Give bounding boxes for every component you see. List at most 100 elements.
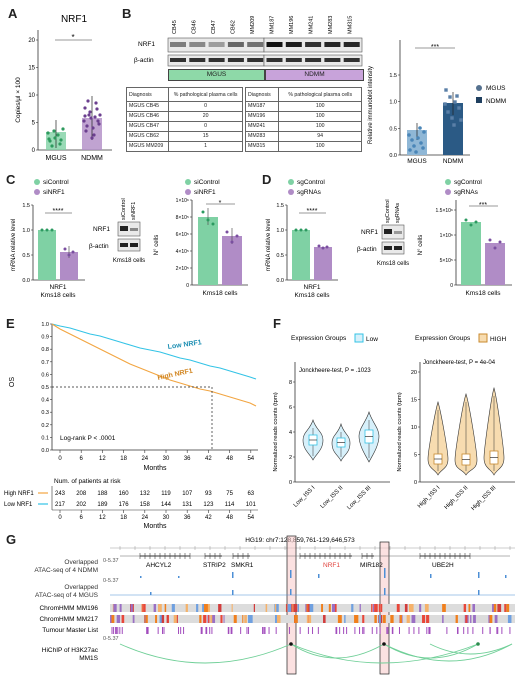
x-cat: High_ISS III bbox=[471, 485, 498, 512]
y-tick-label: 5×10⁵ bbox=[440, 258, 453, 264]
gene-label: NRF1 bbox=[323, 562, 340, 569]
panel-a: A NRF1 Copies/μl × 100 0 5 10 15 20 * MGUS N… bbox=[0, 0, 118, 170]
x-tick-label: 54 bbox=[247, 456, 254, 462]
x-label-ndmm: NDMM bbox=[443, 158, 463, 165]
percent-cell: 100 bbox=[278, 121, 362, 132]
blot-caption: Kms18 cells bbox=[377, 261, 409, 267]
significance-mark: * bbox=[219, 200, 222, 207]
x-label-ndmm: NDMM bbox=[81, 155, 103, 162]
blot-row-actin: β-actin bbox=[357, 246, 377, 253]
gene-label: STRIP2 bbox=[203, 562, 226, 569]
km-line-high bbox=[51, 323, 257, 407]
y-tick-label: 0.6 bbox=[41, 372, 49, 378]
scale-label: 0-5.37 bbox=[103, 578, 119, 584]
percent-cell: 100 bbox=[278, 141, 362, 152]
hichip-arc bbox=[383, 643, 513, 662]
diagnosis-cell: MGUS CB47 bbox=[125, 121, 170, 132]
y-tick-label: 0.4 bbox=[41, 398, 49, 404]
y-tick-label: 5 bbox=[32, 121, 36, 127]
y-axis-label: Relative immunoblot intensity bbox=[368, 66, 374, 144]
x-label-mgus: MGUS bbox=[46, 155, 67, 162]
x-cat: Low_ISS II bbox=[320, 485, 345, 510]
y-tick-label: 0.8 bbox=[41, 347, 49, 353]
x-tick-label: 42 bbox=[205, 456, 212, 462]
risk-row-name: High NRF1 bbox=[4, 491, 34, 497]
y-tick-label: 0.7 bbox=[41, 360, 49, 366]
mgus-group-box: MGUS bbox=[168, 69, 265, 81]
panel-label: G bbox=[6, 532, 17, 547]
plot-title: NRF1 bbox=[61, 14, 88, 25]
y-tick-label: 15 bbox=[411, 398, 417, 404]
y-tick-label: 6×10⁵ bbox=[176, 232, 189, 238]
risk-value: 119 bbox=[161, 491, 171, 497]
risk-value: 243 bbox=[55, 491, 66, 497]
legend-knockdown: siNRF1 bbox=[194, 189, 216, 196]
bar-ndmm bbox=[443, 103, 463, 155]
diagnosis-cell: MGUS MM209 bbox=[125, 141, 170, 152]
risk-value: 93 bbox=[205, 491, 212, 497]
gene-label: MIR182 bbox=[360, 562, 383, 569]
percent-cell: 0 bbox=[168, 121, 243, 132]
legend-title: Expression Groups bbox=[291, 335, 347, 342]
y-axis-label: N° cells bbox=[418, 235, 424, 255]
y-tick-label: 0.0 bbox=[41, 448, 49, 454]
percent-cell: 15 bbox=[168, 131, 243, 142]
percent-cell: 100 bbox=[278, 101, 362, 112]
panel-c: C siControl siNRF1 mRNA relative level 0… bbox=[0, 170, 258, 310]
x-tick-label: 18 bbox=[120, 456, 127, 462]
ndmm-group-box: NDMM bbox=[265, 69, 364, 81]
x-cat: Low_ISS III bbox=[346, 485, 372, 511]
lane-label: MM241 bbox=[309, 16, 315, 34]
panel-a-scatter: NRF1 Copies/μl × 100 0 5 10 15 20 * MGUS NDM… bbox=[15, 14, 112, 162]
y-axis-label: Copies/μl × 100 bbox=[15, 77, 22, 123]
risk-value: 75 bbox=[226, 491, 233, 497]
y-tick-label: 0.9 bbox=[41, 335, 49, 341]
panel-e: E OS 0.0 0.1 0.2 0.3 0.4 0.5 0.6 0.7 0.8 0.9 1.0 0… bbox=[0, 312, 265, 532]
y-tick-label: 0.1 bbox=[41, 435, 49, 441]
x-label: Kms18 cells bbox=[202, 290, 238, 297]
table-row: MGUS CB46 20 bbox=[125, 111, 243, 122]
panel-label: D bbox=[262, 172, 272, 187]
significance-mark: * bbox=[71, 33, 74, 42]
risk-value: 114 bbox=[225, 502, 235, 508]
x-axis-label: Months bbox=[144, 465, 167, 472]
y-tick-label: 8 bbox=[289, 380, 292, 386]
table-row: MGUS CB62 15 bbox=[125, 131, 243, 142]
y-axis-label: Normalized reads counts (tpm) bbox=[273, 392, 279, 471]
risk-value: 160 bbox=[119, 491, 130, 497]
y-tick-label: 0.5 bbox=[41, 385, 49, 391]
x-tick-label: 6 bbox=[80, 515, 84, 521]
panel-b: B CB45 CB46 CB47 CB62 MM209 MM187 MM196 MM241 MM… bbox=[118, 0, 520, 170]
legend-knockout: sgRNAs bbox=[297, 189, 322, 196]
diagnosis-cell: MGUS CB46 bbox=[125, 111, 170, 122]
legend-mgus: MGUS bbox=[486, 85, 506, 92]
lane-label: MM283 bbox=[328, 16, 334, 34]
table-row: MM241 100 bbox=[244, 121, 362, 132]
y-tick-label: 0.5 bbox=[276, 253, 284, 259]
mgus-diagnosis-table: Diagnosis% pathological plasma cells MGU… bbox=[125, 87, 243, 152]
lane-label: CB45 bbox=[172, 20, 178, 34]
risk-value: 132 bbox=[140, 491, 151, 497]
y-tick-label: 0.2 bbox=[41, 423, 49, 429]
x-label: Kms18 cells bbox=[465, 290, 501, 297]
ndmm-diagnosis-table: Diagnosis% pathological plasma cells MM1… bbox=[244, 87, 362, 152]
legend-knockdown: siNRF1 bbox=[43, 189, 65, 196]
x-tick-label: 12 bbox=[99, 456, 106, 462]
y-tick-label: 2 bbox=[289, 455, 292, 461]
blot-row-nrf1: NRF1 bbox=[138, 41, 155, 48]
legend-control: sgControl bbox=[297, 179, 325, 186]
lane-label: MM315 bbox=[348, 16, 354, 34]
x-label-sub: Kms18 cells bbox=[40, 292, 76, 299]
diagnosis-cell: MM283 bbox=[244, 131, 280, 142]
lane-label: MM209 bbox=[250, 16, 256, 34]
y-tick-label: 0.0 bbox=[22, 278, 30, 284]
significance-mark: **** bbox=[53, 208, 64, 215]
significance-mark: **** bbox=[307, 208, 318, 215]
diagnosis-cell: MGUS CB45 bbox=[125, 101, 170, 112]
risk-table-title: Num. of patients at risk bbox=[54, 478, 121, 485]
panel-c-charts: siControl siNRF1 mRNA relative level 0.0… bbox=[11, 179, 248, 299]
risk-value: 123 bbox=[203, 502, 214, 508]
diagnosis-cell: MM196 bbox=[244, 111, 280, 122]
y-tick-label: 4×10⁵ bbox=[176, 249, 189, 255]
lane-label: MM196 bbox=[289, 16, 295, 34]
